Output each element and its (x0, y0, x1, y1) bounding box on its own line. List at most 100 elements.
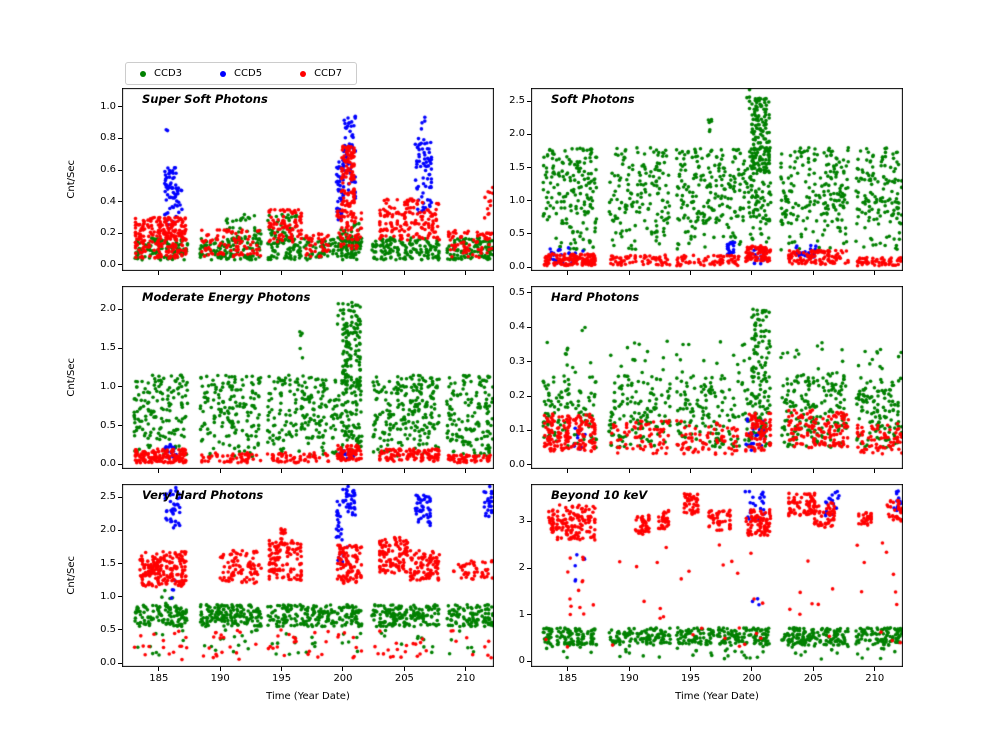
y-tick-label: 0.5 (509, 227, 525, 239)
ccd3-marker-icon (140, 70, 146, 77)
y-tick-mark (118, 529, 122, 531)
y-axis-label: Cnt/Sec (66, 160, 77, 199)
y-tick-label: 0.0 (100, 458, 116, 470)
y-tick-mark (527, 133, 531, 135)
panel-super-soft-photons: Super Soft Photons Cnt/Sec 0.0 0.2 0.4 0.6 0… (66, 88, 494, 275)
y-tick-mark (118, 232, 122, 234)
panel-title: Beyond 10 keV (551, 488, 648, 502)
y-tick-mark (527, 361, 531, 363)
y-tick-mark (118, 662, 122, 664)
x-tick-mark (628, 667, 630, 671)
scatter-canvas-very-hard (122, 484, 494, 667)
panel-very-hard-photons: Very Hard Photons Cnt/Sec Time (Year Dat… (66, 484, 494, 702)
y-tick-label: 0.4 (509, 321, 525, 333)
y-tick-mark (118, 629, 122, 631)
y-tick-mark (527, 395, 531, 397)
y-tick-label: 0.8 (100, 132, 116, 144)
y-tick-mark (118, 463, 122, 465)
x-tick-mark (342, 271, 344, 275)
legend-label-ccd3: CCD3 (154, 68, 183, 79)
panel-title: Super Soft Photons (142, 92, 268, 106)
x-tick-label: 200 (333, 673, 353, 684)
x-tick-mark (342, 667, 344, 671)
panel-title: Very Hard Photons (142, 488, 264, 502)
x-tick-mark (342, 469, 344, 473)
panel-title: Hard Photons (551, 290, 640, 304)
x-tick-mark (751, 667, 753, 671)
x-tick-label: 200 (742, 673, 762, 684)
scatter-canvas-super-soft (122, 88, 494, 271)
panel-beyond-10-kev: Beyond 10 keV Time (Year Date) 0 1 2 3 185 19… (519, 484, 903, 702)
x-tick-mark (690, 469, 692, 473)
x-tick-label: 185 (149, 673, 169, 684)
y-tick-label: 2.5 (100, 491, 116, 503)
scatter-canvas-hard (531, 286, 903, 469)
y-tick-label: 1.5 (100, 342, 116, 354)
y-tick-mark (527, 200, 531, 202)
y-tick-mark (118, 137, 122, 139)
y-tick-mark (118, 169, 122, 171)
x-tick-mark (219, 667, 221, 671)
y-tick-mark (527, 660, 531, 662)
y-tick-mark (527, 614, 531, 616)
x-tick-mark (812, 667, 814, 671)
x-tick-label: 190 (619, 673, 639, 684)
y-tick-label: 0.3 (509, 355, 525, 367)
x-tick-label: 205 (394, 673, 414, 684)
y-tick-label: 3 (518, 515, 525, 527)
x-tick-mark (158, 667, 160, 671)
y-tick-label: 1.0 (509, 194, 525, 206)
x-tick-mark (812, 469, 814, 473)
y-tick-label: 1.5 (509, 161, 525, 173)
y-tick-mark (118, 596, 122, 598)
x-tick-mark (219, 271, 221, 275)
y-tick-label: 0.0 (100, 258, 116, 270)
x-tick-mark (751, 271, 753, 275)
x-tick-mark (567, 271, 569, 275)
y-tick-label: 0.0 (100, 657, 116, 669)
y-tick-label: 0.5 (100, 419, 116, 431)
y-tick-label: 0.2 (100, 227, 116, 239)
legend-item-ccd7: CCD7 (300, 68, 342, 79)
y-tick-mark (527, 520, 531, 522)
y-tick-label: 0 (518, 655, 525, 667)
x-axis-label: Time (Year Date) (266, 691, 350, 702)
y-tick-label: 0.5 (509, 286, 525, 298)
x-tick-label: 185 (558, 673, 578, 684)
y-tick-label: 1.5 (100, 557, 116, 569)
scatter-canvas-soft (531, 88, 903, 271)
y-tick-label: 0.6 (100, 164, 116, 176)
panel-moderate-energy-photons: Moderate Energy Photons Cnt/Sec 0.0 0.5 1.… (66, 286, 494, 473)
x-tick-mark (465, 667, 467, 671)
x-tick-mark (403, 469, 405, 473)
y-tick-label: 1.0 (100, 100, 116, 112)
legend-item-ccd5: CCD5 (220, 68, 262, 79)
y-tick-label: 0.2 (509, 390, 525, 402)
y-tick-mark (118, 347, 122, 349)
x-tick-mark (465, 271, 467, 275)
legend: CCD3 CCD5 CCD7 (125, 62, 358, 85)
y-tick-label: 2.0 (100, 524, 116, 536)
y-tick-label: 0.5 (100, 623, 116, 635)
x-tick-mark (690, 271, 692, 275)
y-tick-mark (527, 167, 531, 169)
x-tick-mark (219, 469, 221, 473)
y-tick-label: 0.1 (509, 424, 525, 436)
x-tick-label: 195 (681, 673, 701, 684)
x-tick-mark (281, 271, 283, 275)
y-tick-label: 1.0 (100, 380, 116, 392)
y-tick-label: 2 (518, 562, 525, 574)
x-tick-mark (158, 271, 160, 275)
y-axis-label: Cnt/Sec (66, 358, 77, 397)
y-tick-mark (527, 266, 531, 268)
y-tick-mark (118, 496, 122, 498)
y-tick-mark (527, 464, 531, 466)
y-tick-mark (118, 308, 122, 310)
x-tick-mark (567, 667, 569, 671)
x-tick-mark (465, 469, 467, 473)
x-tick-mark (403, 667, 405, 671)
y-tick-mark (118, 106, 122, 108)
x-tick-mark (158, 469, 160, 473)
x-tick-mark (874, 469, 876, 473)
